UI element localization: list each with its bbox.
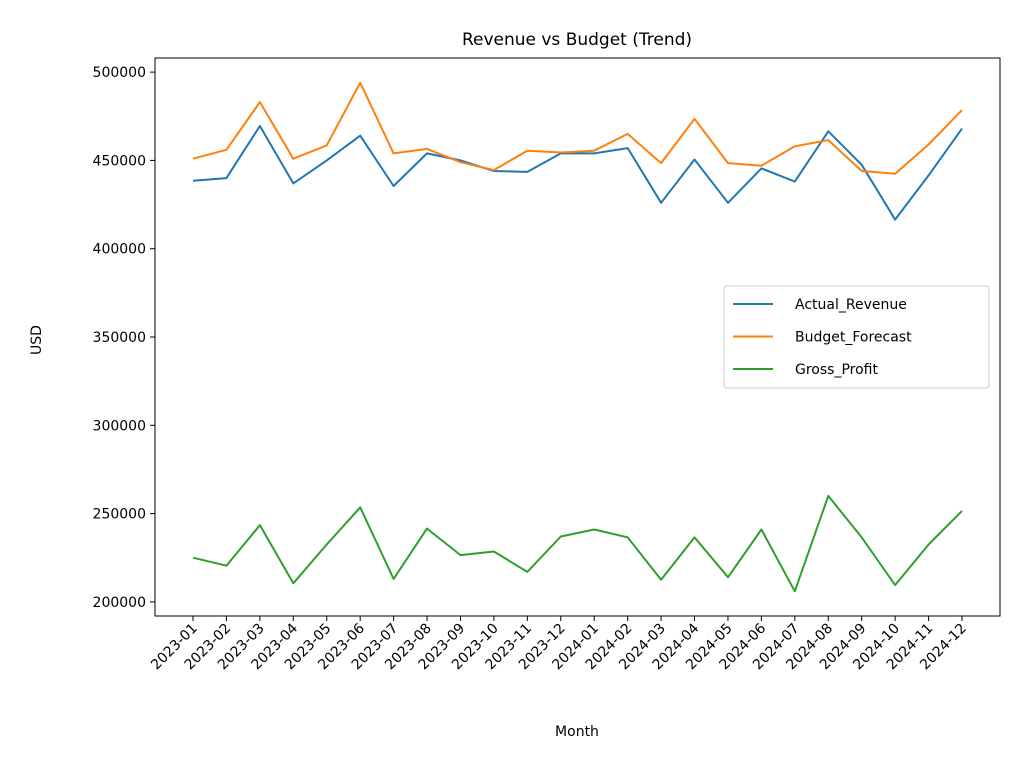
legend: Actual_Revenue Budget_Forecast Gross_Profi… — [723, 285, 990, 389]
legend-label: Budget_Forecast — [795, 330, 912, 346]
y-tick-label: 350000 — [93, 330, 146, 346]
plot-frame — [154, 57, 1001, 617]
series-line-actual-revenue — [192, 125, 963, 221]
legend-label: Actual_Revenue — [795, 297, 907, 313]
x-axis: 2023-012023-022023-032023-042023-052023-… — [148, 616, 970, 673]
series-line-budget-forecast — [192, 81, 963, 175]
y-tick-label: 200000 — [93, 595, 146, 611]
y-tick-label: 250000 — [93, 507, 146, 523]
y-axis: 200000 250000 300000 350000 400000 450000 5000… — [93, 65, 155, 611]
x-axis-label: Month — [555, 724, 599, 740]
legend-label: Gross_Profit — [795, 362, 878, 378]
legend-frame — [723, 285, 990, 389]
series-line-gross-profit — [192, 494, 963, 593]
chart-title: Revenue vs Budget (Trend) — [462, 30, 692, 50]
y-tick-label: 500000 — [93, 65, 146, 81]
y-tick-label: 400000 — [93, 242, 146, 258]
series-lines — [192, 81, 963, 593]
y-tick-label: 300000 — [93, 418, 146, 434]
y-axis-label: USD — [29, 325, 45, 355]
y-tick-label: 450000 — [93, 153, 146, 169]
